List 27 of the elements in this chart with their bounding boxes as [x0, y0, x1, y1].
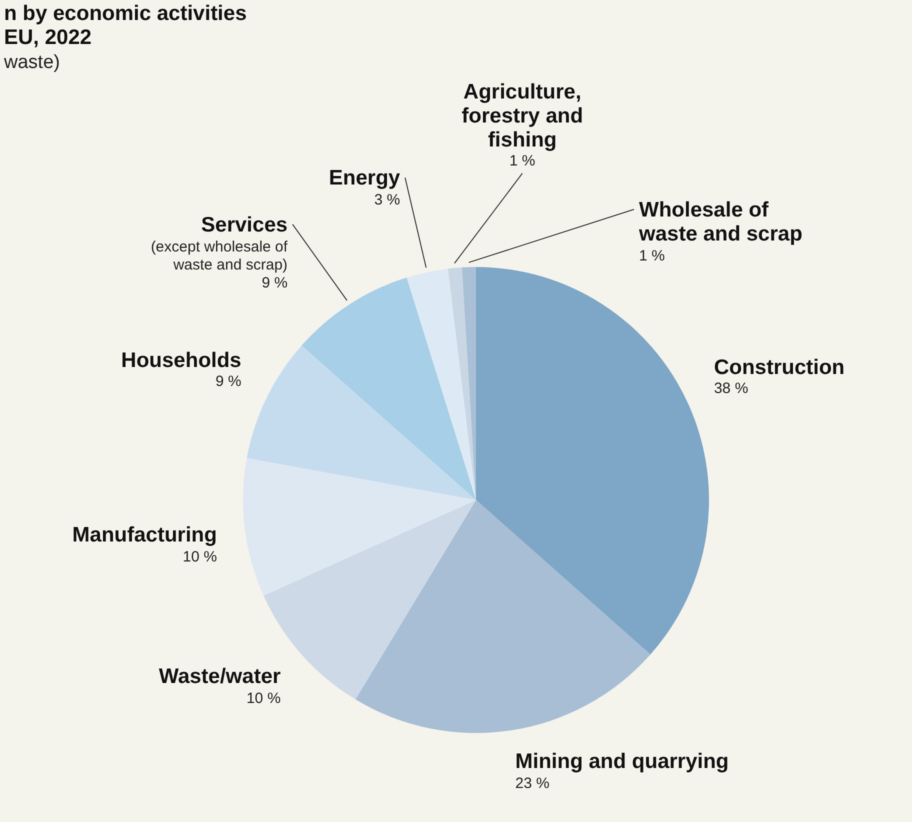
slice-label: Households	[121, 348, 242, 372]
pie-slice	[302, 278, 476, 500]
slice-label: Agriculture, forestry and fishing	[462, 80, 584, 152]
data-label: 38 %	[714, 380, 748, 397]
chart-subtitle: waste)	[3, 52, 60, 73]
data-label: 23 %	[515, 774, 550, 792]
chart-title: n by economic activities EU, 2022	[4, 2, 247, 49]
pie-slice	[448, 267, 476, 500]
data-label: 1 %	[509, 152, 536, 170]
data-label: 10 %	[182, 548, 217, 566]
slice-label: Services	[201, 213, 288, 236]
data-label: 1 %	[639, 247, 665, 264]
text: (except wholesale of waste and scrap)	[150, 238, 288, 274]
slice-label: Construction	[714, 356, 845, 379]
pie-slice	[243, 458, 476, 596]
data-label: 9 %	[216, 372, 242, 390]
slice-label: Wholesale of waste and scrap	[638, 198, 802, 246]
slice-label: Waste/water	[158, 665, 281, 688]
data-label: 9 %	[262, 274, 288, 292]
slice-label: Manufacturing	[72, 523, 217, 546]
pie-slice	[355, 500, 650, 733]
data-label: 10 %	[246, 690, 281, 708]
slice-label: Energy	[328, 166, 400, 190]
slice-label: Mining and quarrying	[515, 750, 729, 773]
pie-slice	[406, 268, 476, 500]
data-label: 3 %	[374, 192, 400, 209]
pie-slice	[476, 267, 709, 655]
